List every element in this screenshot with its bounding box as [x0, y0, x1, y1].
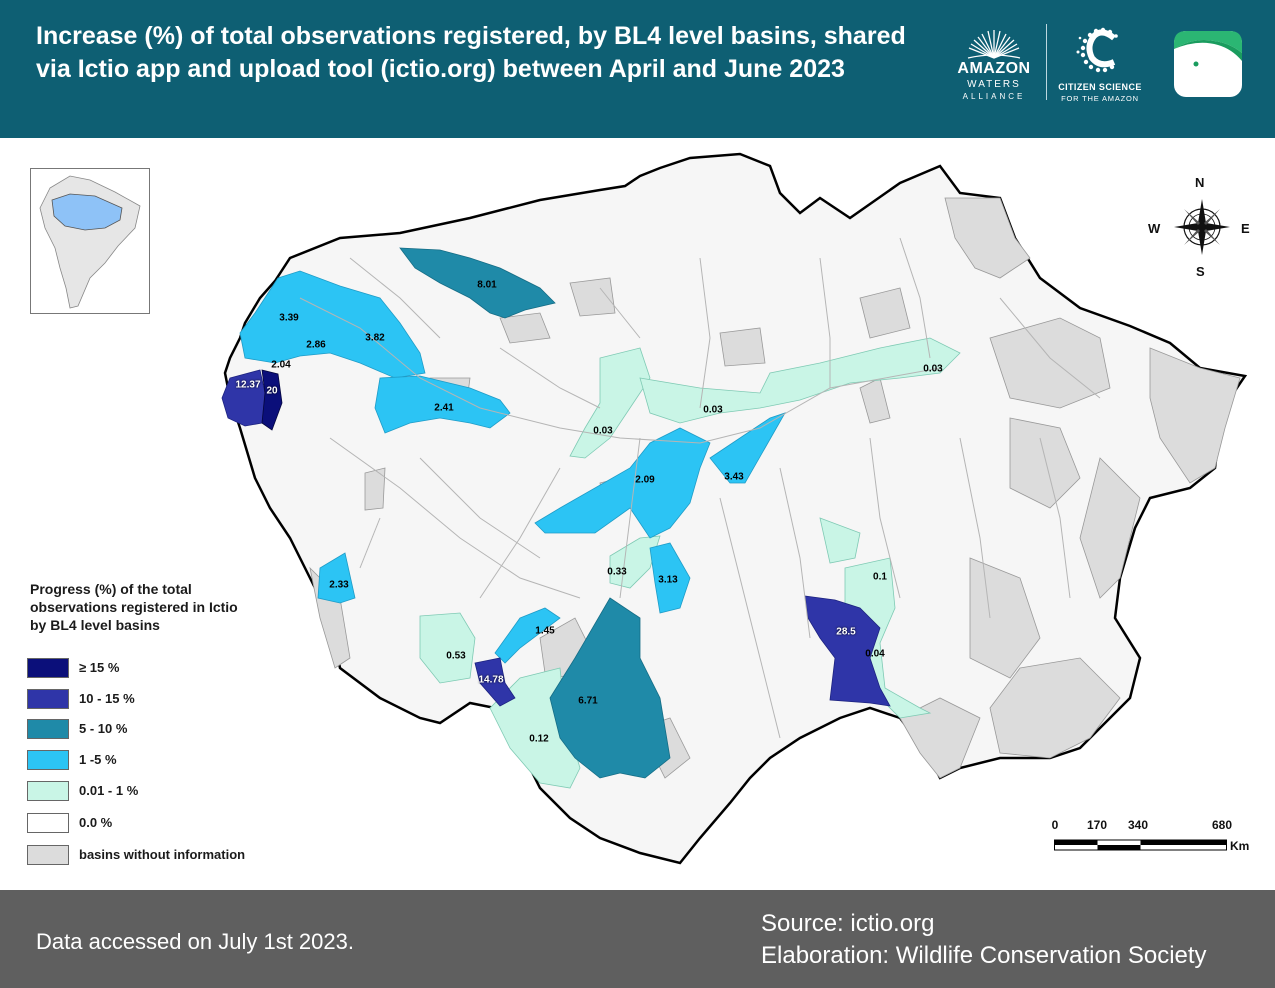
- source-line: Source: ictio.org: [761, 910, 935, 937]
- data-accessed-note: Data accessed on July 1st 2023.: [36, 929, 354, 954]
- basin-label: 2.09: [635, 474, 655, 486]
- legend-item: 0.01 - 1 %: [27, 781, 287, 803]
- legend-swatch: [27, 781, 69, 801]
- map-title: Increase (%) of total observations regis…: [36, 22, 906, 83]
- legend-item: ≥ 15 %: [27, 658, 287, 680]
- logo-divider: [1046, 24, 1047, 100]
- footer-bar: Data accessed on July 1st 2023. Source: …: [0, 890, 1275, 988]
- legend-swatch: [27, 689, 69, 709]
- for-the-amazon-logo-word: FOR THE AMAZON: [1061, 94, 1139, 103]
- basin-label: 14.78: [478, 674, 504, 686]
- compass-rose: N S E W: [1148, 175, 1258, 281]
- basin-label: 3.82: [365, 332, 385, 344]
- basin-label: 28.5: [836, 626, 856, 638]
- scale-tick-label: 0: [1051, 818, 1059, 832]
- basin-label: 0.04: [865, 648, 885, 660]
- basins-top-range: [261, 369, 283, 431]
- legend-title: Progress (%) of the total observations r…: [30, 581, 238, 633]
- amazon-waters-logo: AMAZON WATERS ALLIANCE: [944, 22, 1044, 104]
- legend-item: 10 - 15 %: [27, 689, 287, 711]
- basin-label: 8.01: [477, 279, 497, 291]
- basin-label: 12.37: [235, 379, 261, 391]
- legend-label: 5 - 10 %: [79, 721, 128, 736]
- basin-label: 2.41: [434, 402, 454, 414]
- basin-label: 2.04: [271, 359, 291, 371]
- basins-without-information: [309, 197, 1241, 779]
- scale-bar: 0 170 340 680 Km: [1050, 816, 1260, 856]
- legend-label: ≥ 15 %: [79, 660, 120, 675]
- legend-swatch: [27, 658, 69, 678]
- compass-north: N: [1195, 175, 1205, 190]
- basin-label: 2.33: [329, 579, 349, 591]
- basin-label: 0.03: [923, 363, 943, 375]
- basin-label: 3.43: [724, 471, 744, 483]
- legend-swatch: [27, 845, 69, 865]
- basin-label: 0.33: [607, 566, 627, 578]
- legend-label: basins without information: [79, 847, 246, 862]
- legend-label: 0.01 - 1 %: [79, 783, 139, 798]
- tree-icon: [967, 30, 1021, 59]
- compass-icon: [1174, 199, 1230, 255]
- source-credits: Source: ictio.org Elaboration: Wildlife …: [761, 908, 1207, 972]
- basin-label: 0.03: [703, 404, 723, 416]
- basin-label: 20: [266, 385, 278, 397]
- basin-label: 3.13: [658, 574, 678, 586]
- elaboration-line: Elaboration: Wildlife Conservation Socie…: [761, 942, 1207, 969]
- legend-item: 0.0 %: [27, 813, 287, 835]
- compass-south: S: [1196, 264, 1205, 279]
- basins-mid-range: [239, 270, 786, 664]
- citizen-science-c-icon: [1076, 27, 1118, 73]
- citizen-science-logo: CITIZEN SCIENCE FOR THE AMAZON: [1050, 22, 1150, 104]
- legend-label: 10 - 15 %: [79, 691, 135, 706]
- basin-label: 0.1: [873, 571, 887, 583]
- scale-bar-graphic: [1054, 839, 1227, 851]
- scale-tick-label: 170: [1086, 818, 1108, 832]
- basin-label: 2.86: [306, 339, 326, 351]
- legend-swatch: [27, 750, 69, 770]
- amazon-logo-word: AMAZON: [957, 60, 1031, 77]
- legend-item: basins without information: [27, 845, 287, 867]
- basin-label: 0.53: [446, 650, 466, 662]
- citizen-science-logo-word: CITIZEN SCIENCE: [1058, 82, 1142, 92]
- basin-label: 0.03: [593, 425, 613, 437]
- compass-east: E: [1241, 221, 1250, 236]
- compass-west: W: [1148, 221, 1161, 236]
- legend-swatch: [27, 813, 69, 833]
- river-network: [299, 237, 1101, 739]
- basin-map: [221, 152, 1248, 865]
- south-america-locator-icon: [30, 168, 150, 314]
- map-area: N S E W 0 170 340 680: [0, 138, 1275, 890]
- basins-very-high-range: [221, 369, 891, 707]
- basin-label: 6.71: [578, 695, 598, 707]
- header-banner: Increase (%) of total observations regis…: [0, 0, 1275, 138]
- basin-label: 0.12: [529, 733, 549, 745]
- legend-item: 5 - 10 %: [27, 719, 287, 741]
- scale-unit: Km: [1230, 839, 1250, 853]
- alliance-logo-word: ALLIANCE: [962, 92, 1026, 101]
- fish-icon: [1174, 31, 1242, 97]
- scale-tick-label: 680: [1211, 818, 1233, 832]
- legend-item: 1 -5 %: [27, 750, 287, 772]
- scale-tick-label: 340: [1127, 818, 1149, 832]
- legend-label: 0.0 %: [79, 815, 113, 830]
- legend-label: 1 -5 %: [79, 752, 117, 767]
- basin-label: 1.45: [535, 625, 555, 637]
- basins-high-range: [399, 247, 671, 779]
- waters-logo-word: WATERS: [967, 79, 1021, 90]
- legend-swatch: [27, 719, 69, 739]
- basin-label: 3.39: [279, 312, 299, 324]
